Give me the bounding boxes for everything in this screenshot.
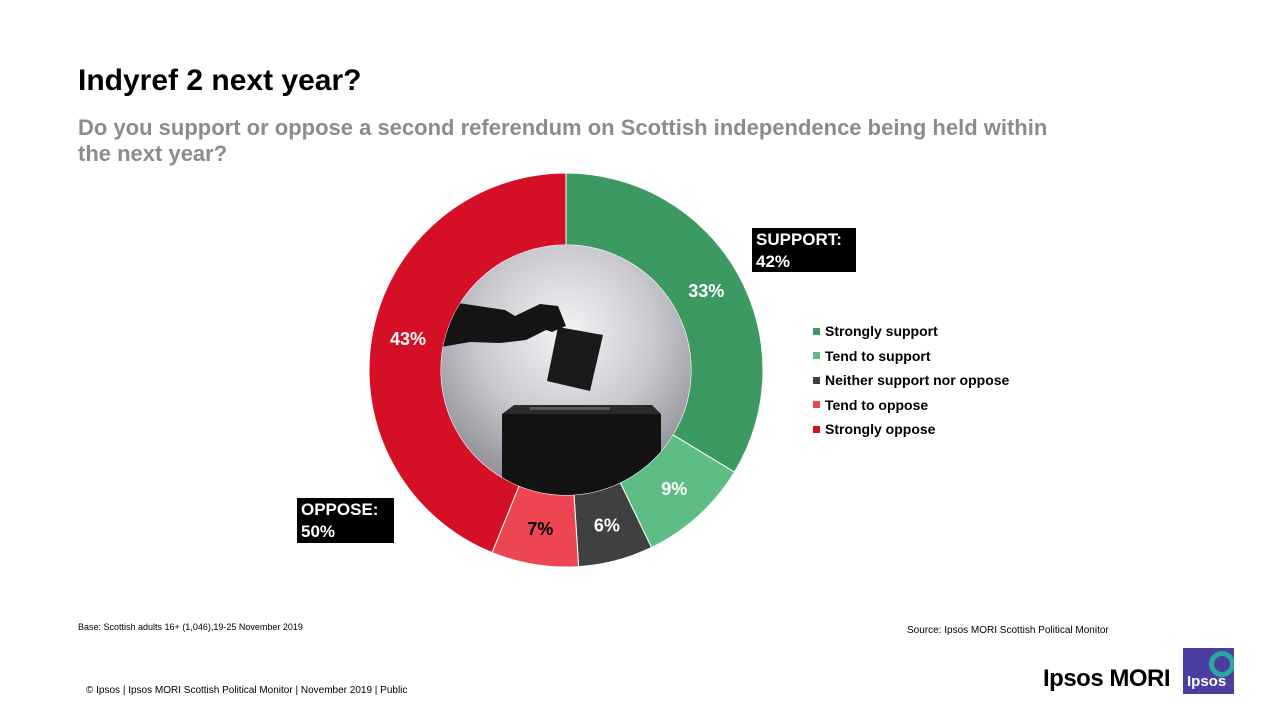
copyright-note: © Ipsos | Ipsos MORI Scottish Political … [86,685,408,696]
slice-value-label: 7% [527,519,553,539]
legend-item: Tend to oppose [813,393,1009,418]
legend-item: Strongly support [813,319,1009,344]
page-title: Indyref 2 next year? [78,64,362,97]
source-note: Source: Ipsos MORI Scottish Political Mo… [907,625,1109,636]
legend-item: Tend to support [813,344,1009,369]
base-note: Base: Scottish adults 16+ (1,046),19-25 … [78,622,303,632]
oppose-total-tag: OPPOSE: 50% [297,498,394,543]
page-subtitle: Do you support or oppose a second refere… [78,115,1048,166]
legend-swatch [813,352,820,360]
legend-swatch [813,376,820,384]
legend-swatch [813,327,820,335]
slice-value-label: 33% [688,281,724,301]
legend-label: Neither support nor oppose [825,372,1010,389]
legend-swatch [813,425,820,433]
brand-wordmark: Ipsos MORI [1043,665,1171,692]
legend-label: Tend to support [825,347,931,364]
legend-label: Strongly oppose [825,421,936,438]
slice-value-label: 9% [661,479,687,499]
logo-text: Ipsos [1187,673,1227,690]
legend-label: Strongly support [825,323,938,340]
support-total-tag: SUPPORT: 42% [752,228,856,272]
logo-accent-shape [1209,651,1234,677]
legend-swatch [813,401,820,409]
oppose-total-label: OPPOSE: [301,500,379,519]
slice-value-label: 6% [594,516,620,536]
legend-label: Tend to oppose [825,396,929,413]
support-total-label: SUPPORT: [756,230,842,249]
support-total-value: 42% [756,252,791,271]
chart-legend: Strongly support Tend to support Neither s… [813,319,1009,442]
legend-item: Neither support nor oppose [813,368,1009,393]
donut-slice-strongly-oppose [368,172,567,554]
oppose-total-value: 50% [301,522,336,541]
slice-value-label: 43% [390,329,426,349]
ipsos-logo: Ipsos [1183,648,1234,694]
legend-item: Strongly oppose [813,417,1009,442]
